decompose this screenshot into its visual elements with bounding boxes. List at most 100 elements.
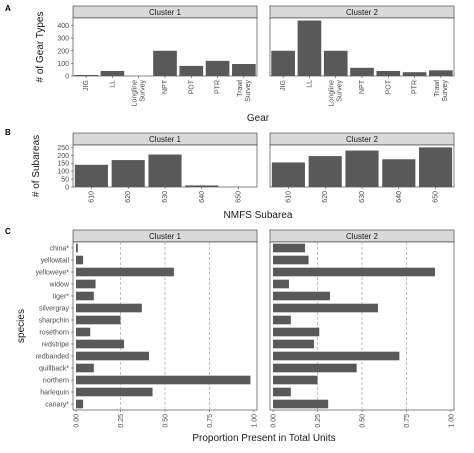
x-tick-label-a: JIG: [280, 80, 287, 91]
bar-c-c1-quillback: [76, 363, 94, 373]
bar-a-c1-ll: [100, 70, 125, 76]
y-axis-title-a: # of Gear Types: [35, 12, 46, 83]
y-axis-title-c: species: [16, 309, 27, 343]
bar-a-c1-trawl-survey: [232, 64, 256, 76]
x-tick-label-a: LonglineSurvey: [329, 80, 344, 107]
y-tick-label-b: 200: [57, 153, 69, 160]
x-tick-label-b: 640: [199, 191, 206, 203]
y-tick-label-c: yellowtail: [41, 258, 70, 265]
bar-c-c2-quillback: [273, 363, 357, 373]
y-tick-label-c: widow: [49, 282, 70, 289]
x-tick-line: Trawl: [237, 80, 244, 97]
x-tick-line: 630: [359, 191, 366, 203]
y-tick-label-c: sharpchin: [39, 318, 69, 325]
y-tick-label-a: 300: [57, 36, 69, 43]
x-tick-label-b: 610: [285, 191, 292, 203]
y-tick-label-b: 0: [65, 185, 69, 192]
x-tick-label-a: NPT: [162, 79, 169, 94]
x-tick-label-a: PTR: [412, 80, 419, 94]
y-tick-label-c: china*: [50, 246, 70, 253]
bar-b-c2-650: [419, 147, 453, 187]
x-tick-line: PTR: [215, 80, 222, 94]
x-tick-label-c: 0.50: [360, 414, 367, 428]
x-tick-label-b: 650: [236, 191, 243, 203]
x-tick-label-a: LonglineSurvey: [132, 80, 147, 107]
x-tick-line: Survey: [245, 80, 252, 102]
bar-a-c2-ptr: [402, 72, 427, 76]
bar-a-c2-jig: [271, 50, 295, 76]
facet-title-b-2: Cluster 2: [346, 135, 379, 144]
x-tick-label-b: 650: [433, 191, 440, 203]
facet-title-c-1: Cluster 1: [149, 232, 182, 241]
bar-c-c1-silvergray: [76, 303, 142, 313]
x-axis-title-b: NMFS Subarea: [224, 210, 293, 221]
y-tick-label-c: redbanded: [36, 354, 70, 361]
y-tick-label-a: 200: [57, 48, 69, 55]
bar-b-c2-640: [382, 159, 416, 187]
bar-c-c2-canary: [273, 399, 329, 409]
x-axis-title-c: Proportion Present in Total Units: [192, 433, 335, 444]
bar-c-c2-redbanded: [273, 351, 400, 361]
y-tick-label-c: canary*: [45, 402, 69, 409]
bar-c-c2-widow: [273, 279, 290, 289]
y-tick-label-b: 150: [57, 161, 69, 168]
bar-b-c2-630: [345, 150, 379, 187]
x-axis-title-a: Gear: [247, 113, 270, 124]
y-tick-label-c: redstripe: [42, 342, 69, 349]
bar-c-c2-china: [273, 243, 306, 253]
x-tick-line: Survey: [337, 80, 344, 102]
panel-label-c: C: [5, 227, 11, 236]
x-tick-line: 610: [285, 191, 292, 203]
x-tick-line: LL: [306, 80, 313, 88]
bar-b-c1-630: [148, 154, 182, 187]
y-tick-label-b: 100: [57, 169, 69, 176]
facet-title-a-2: Cluster 2: [346, 8, 379, 17]
bar-a-c2-longline-survey: [323, 50, 348, 76]
x-tick-line: Longline: [132, 80, 139, 107]
facet-title-b-1: Cluster 1: [149, 135, 182, 144]
bar-c-c1-harlequin: [76, 387, 153, 397]
y-tick-label-b: 50: [61, 177, 69, 184]
x-tick-line: 630: [162, 191, 169, 203]
x-tick-label-a: TrawlSurvey: [237, 80, 252, 102]
x-tick-label-a: POT: [385, 79, 392, 94]
x-tick-line: 650: [236, 191, 243, 203]
y-tick-label-a: 0: [65, 74, 69, 81]
y-tick-label-c: northern: [43, 378, 69, 385]
bar-b-c2-620: [308, 156, 342, 187]
x-tick-label-b: 620: [125, 191, 132, 203]
x-tick-label-c: 0.25: [315, 414, 322, 428]
y-tick-label-c: silvergray: [39, 306, 69, 313]
y-tick-label-a: 100: [57, 61, 69, 68]
bar-a-c2-ll: [297, 20, 322, 76]
x-tick-line: 640: [396, 191, 403, 203]
bar-c-c1-widow: [76, 279, 96, 289]
x-tick-label-b: 640: [396, 191, 403, 203]
facet-title-c-2: Cluster 2: [346, 232, 379, 241]
bar-b-c1-620: [111, 160, 145, 187]
x-tick-label-c: 1.00: [449, 414, 456, 428]
bar-c-c1-redstripe: [76, 339, 125, 349]
x-tick-label-c: 0.00: [271, 414, 278, 428]
x-tick-line: POT: [188, 79, 195, 94]
x-tick-line: Longline: [329, 80, 336, 107]
bar-c-c2-tiger: [273, 291, 330, 301]
bar-a-c1-jig: [74, 74, 98, 76]
y-tick-label-b: 250: [57, 145, 69, 152]
bar-a-c2-pot: [376, 70, 401, 76]
x-tick-label-a: LL: [306, 80, 313, 88]
bar-c-c1-yelloweye: [76, 267, 174, 277]
y-tick-label-a: 400: [57, 23, 69, 30]
x-tick-line: JIG: [280, 80, 287, 91]
x-tick-line: JIG: [83, 80, 90, 91]
panel-label-b: B: [5, 128, 11, 137]
bar-c-c2-yellowtail: [273, 255, 309, 265]
x-tick-label-a: NPT: [359, 79, 366, 94]
x-tick-label-c: 0.25: [118, 414, 125, 428]
bar-c-c1-redbanded: [76, 351, 149, 361]
bar-c-c1-northern: [76, 375, 251, 385]
x-tick-label-c: 0.00: [74, 414, 81, 428]
bar-c-c1-canary: [76, 399, 84, 409]
y-tick-label-c: tiger*: [53, 294, 70, 301]
bar-c-c2-rosethorn: [273, 327, 320, 337]
